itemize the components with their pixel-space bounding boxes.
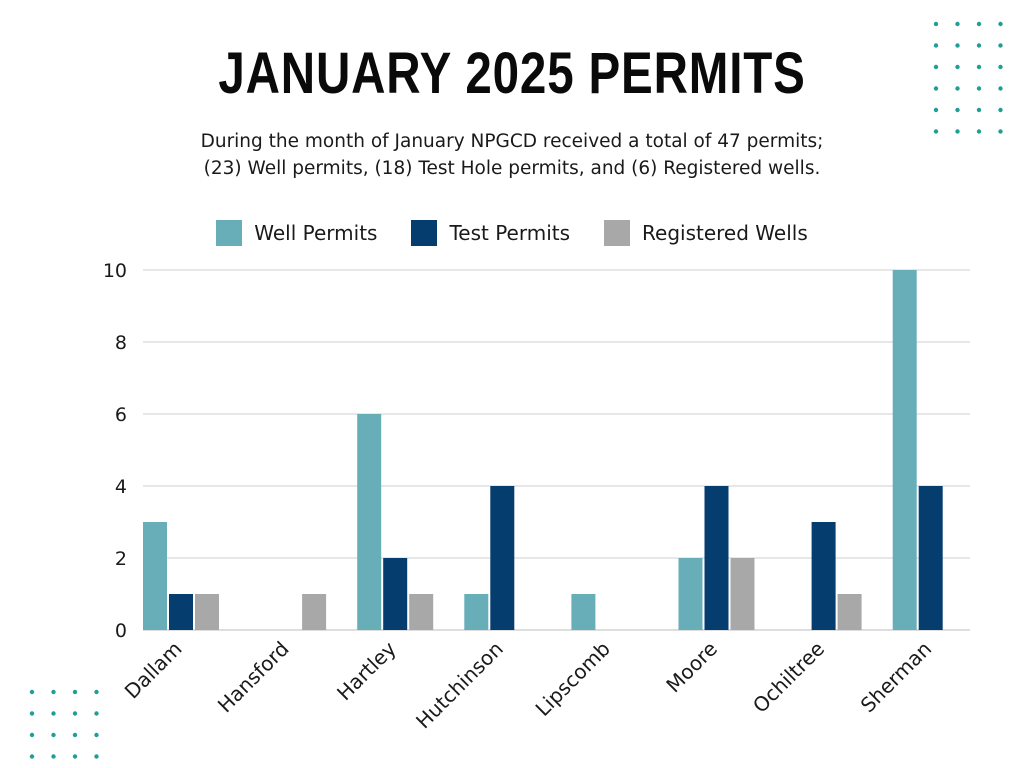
bar [811, 522, 836, 630]
decorative-dot [998, 43, 1003, 48]
y-tick-label: 4 [115, 476, 127, 498]
decorative-dot [998, 64, 1003, 70]
decorative-dot [29, 754, 35, 759]
decorative-dot [998, 129, 1003, 134]
decorative-dot [933, 129, 939, 134]
bar [302, 594, 327, 630]
decorative-dot [29, 711, 35, 716]
decorative-dot [976, 86, 982, 91]
bar-chart: 0 2 4 6 8 10 Dallam Hansford Hartley Hutchinson Li… [103, 260, 970, 734]
decorative-dot [933, 107, 939, 113]
bar [678, 558, 703, 630]
decorative-dot [955, 21, 960, 27]
bar [143, 522, 167, 630]
decorative-dot [955, 43, 960, 48]
decorative-dot [72, 754, 78, 759]
bar [918, 486, 943, 630]
bar [730, 558, 755, 630]
x-tick-label: Dallam [120, 637, 187, 704]
decorative-dot [51, 732, 56, 738]
decorative-dot [976, 107, 982, 113]
x-tick-label: Sherman [856, 637, 937, 718]
legend-swatch-registered-wells [604, 220, 631, 246]
decorative-dot [955, 129, 960, 134]
decorative-dot [72, 732, 78, 738]
legend-label-test-permits: Test Permits [449, 221, 571, 245]
decorative-dot [933, 21, 939, 27]
x-tick-label: Hutchinson [411, 637, 508, 734]
bar [195, 594, 219, 630]
decorative-dot-grid-bottom-left [29, 689, 99, 759]
decorative-dot [94, 732, 99, 738]
decorative-dot [29, 689, 35, 695]
bar [464, 594, 489, 630]
legend-item-well-permits: Well Permits [216, 220, 377, 246]
summary-text: During the month of January NPGCD receiv… [0, 128, 1024, 182]
decorative-dot [976, 64, 982, 70]
bar [892, 270, 917, 630]
decorative-dot [72, 711, 78, 716]
summary-line-1: During the month of January NPGCD receiv… [200, 131, 824, 152]
decorative-dot [998, 86, 1003, 91]
chart-legend: Well Permits Test Permits Registered Wel… [0, 220, 1024, 246]
x-tick-label: Hansford [213, 637, 294, 718]
legend-swatch-test-permits [411, 220, 438, 246]
decorative-dot [94, 689, 99, 695]
decorative-dot [51, 711, 56, 716]
decorative-dot [955, 64, 960, 70]
decorative-dot [998, 21, 1003, 27]
bar [490, 486, 515, 630]
bar [357, 414, 382, 630]
decorative-dot [72, 689, 78, 695]
decorative-dot [29, 732, 35, 738]
decorative-dot [976, 21, 982, 27]
x-tick-label: Moore [661, 637, 722, 698]
legend-item-registered-wells: Registered Wells [604, 220, 808, 246]
y-tick-label: 10 [103, 260, 127, 282]
legend-swatch-well-permits [216, 220, 243, 246]
decorative-dot [955, 107, 960, 113]
decorative-dot [976, 43, 982, 48]
legend-label-registered-wells: Registered Wells [642, 221, 808, 245]
bar [169, 594, 193, 630]
decorative-dot [955, 86, 960, 91]
y-tick-label: 8 [115, 332, 127, 354]
decorative-dot [51, 754, 56, 759]
bar [837, 594, 862, 630]
legend-item-test-permits: Test Permits [411, 220, 570, 246]
decorative-dot [51, 689, 56, 695]
decorative-dot-grid-top-right [933, 21, 1003, 134]
decorative-dot [94, 711, 99, 716]
decorative-dot [998, 107, 1003, 113]
bar [383, 558, 408, 630]
bar [571, 594, 596, 630]
x-tick-label: Lipscomb [531, 637, 615, 721]
decorative-dot [933, 43, 939, 48]
legend-label-well-permits: Well Permits [254, 221, 378, 245]
x-tick-label: Hartley [332, 636, 401, 705]
bar [409, 594, 434, 630]
bar [704, 486, 729, 630]
y-tick-label: 2 [115, 548, 127, 570]
decorative-dot [933, 86, 939, 91]
decorative-dot [933, 64, 939, 70]
y-tick-label: 6 [115, 404, 127, 426]
page-title: JANUARY 2025 PERMITS [218, 41, 806, 106]
decorative-dot [94, 754, 99, 759]
decorative-dot [976, 129, 982, 134]
y-tick-label: 0 [115, 620, 127, 642]
summary-line-2: (23) Well permits, (18) Test Hole permit… [203, 158, 821, 179]
x-tick-label: Ochiltree [748, 637, 829, 718]
